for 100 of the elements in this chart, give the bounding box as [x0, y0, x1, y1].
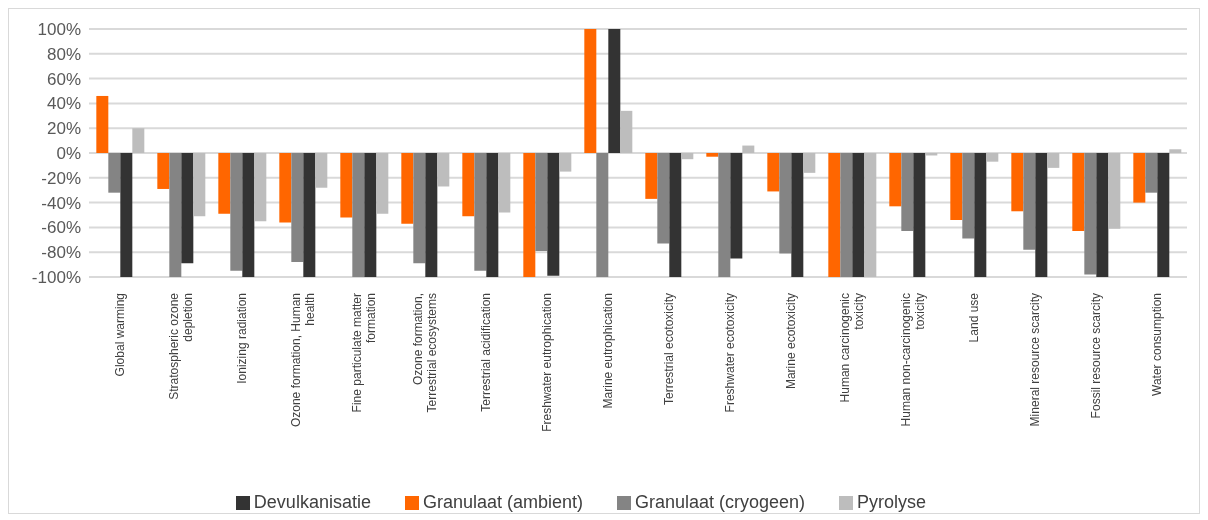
bar [852, 153, 865, 277]
bar [864, 153, 877, 277]
bar [462, 153, 475, 217]
bar [157, 153, 170, 189]
bar [620, 110, 633, 153]
bar [706, 153, 719, 157]
bar [108, 153, 121, 193]
bar [950, 153, 963, 220]
x-tick-label: Fossil resource scarcity [1088, 293, 1103, 419]
x-tick-label: Terrestrial acidification [478, 293, 493, 412]
bar [1133, 153, 1146, 203]
bar [364, 153, 377, 277]
bar [291, 153, 304, 263]
x-tick-label: Human carcinogenic toxicity [837, 293, 866, 403]
bar [1072, 153, 1085, 232]
bar [425, 153, 438, 277]
bar [828, 153, 841, 277]
bar [1084, 153, 1097, 275]
bar [803, 153, 816, 173]
bar [437, 153, 450, 187]
y-tick-label: 100% [37, 20, 81, 40]
bar [974, 153, 987, 277]
bar [1023, 153, 1036, 250]
bar [730, 153, 743, 259]
bar [645, 153, 658, 199]
x-tick-label: Human non-carcinogenic toxicity [898, 293, 927, 427]
bar [120, 153, 133, 277]
y-tick-label: -60% [41, 218, 81, 238]
bar [279, 153, 292, 223]
bar [840, 153, 853, 277]
bar [474, 153, 487, 271]
x-tick-label: Water consumption [1149, 293, 1164, 396]
y-tick-label: -40% [41, 193, 81, 213]
x-tick-label: Terrestrial ecotoxicity [661, 293, 676, 406]
bar [913, 153, 926, 277]
bar [1145, 153, 1158, 193]
bar [1108, 153, 1121, 229]
bar [376, 153, 389, 214]
x-tick-label: Ozone formation, Human health [288, 293, 317, 428]
x-tick-label: Marine eutrophication [600, 293, 615, 409]
bar [193, 153, 206, 217]
y-tick-label: -100% [31, 268, 81, 288]
x-tick-label: Ionizing radiation [234, 293, 249, 384]
y-tick-label: 80% [46, 44, 81, 64]
bar [681, 153, 694, 160]
bar [901, 153, 914, 232]
bar [791, 153, 804, 277]
y-tick-label: -80% [41, 243, 81, 263]
bar [303, 153, 316, 277]
bar [413, 153, 426, 264]
x-tick-label: Land use [966, 292, 981, 343]
bar [669, 153, 682, 277]
legend-label: Granulaat (cryogeen) [635, 492, 806, 512]
bar [1096, 153, 1109, 277]
legend-label: Granulaat (ambient) [422, 492, 583, 512]
bar [1035, 153, 1048, 277]
bar [535, 153, 548, 251]
bar [523, 153, 536, 277]
bar [547, 153, 560, 276]
bar [96, 95, 109, 153]
bar [340, 153, 353, 218]
bar [230, 153, 243, 271]
bar [486, 153, 499, 277]
bar [169, 153, 182, 277]
y-tick-label: 40% [46, 94, 81, 114]
bar [242, 153, 255, 277]
bar [584, 29, 597, 153]
bar [401, 153, 414, 224]
bar [779, 153, 792, 254]
bar [718, 153, 731, 277]
bar [559, 153, 572, 172]
bar [498, 153, 511, 213]
y-tick-label: 60% [46, 69, 81, 89]
x-tick-label: Freshwater ecotoxicity [722, 293, 737, 413]
bar [254, 153, 267, 222]
bar [986, 153, 999, 162]
x-tick-label: Stratospheric ozone depletion [166, 292, 195, 400]
x-tick-label: Freshwater eutrophication [539, 293, 554, 432]
bar [657, 153, 670, 244]
x-tick-label: Mineral resource scarcity [1027, 293, 1042, 427]
bar [1157, 153, 1170, 277]
bar [1169, 149, 1182, 153]
bar [352, 153, 365, 277]
bar [742, 145, 755, 153]
bar [889, 153, 902, 207]
x-tick-label: Marine ecotoxicity [783, 293, 798, 390]
bar [767, 153, 780, 192]
bar [608, 29, 621, 153]
bar [962, 153, 975, 239]
bar [596, 153, 609, 277]
y-tick-label: 20% [46, 119, 81, 139]
bar [132, 128, 145, 153]
legend-label: Pyrolyse [857, 492, 927, 512]
bar [181, 153, 194, 264]
bar [218, 153, 231, 214]
bar [1047, 153, 1060, 168]
bar [1011, 153, 1024, 212]
y-tick-label: 0% [56, 144, 81, 164]
bar [315, 153, 328, 188]
legend-label: Devulkanisatie [253, 492, 371, 512]
